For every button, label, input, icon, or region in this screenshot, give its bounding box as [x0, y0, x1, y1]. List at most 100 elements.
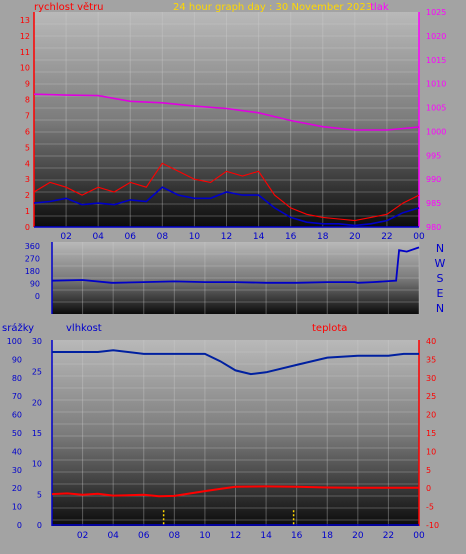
rain-axis: 0 10 20 30 40 50 60 70 80 90 100	[7, 337, 22, 530]
humidity-grid	[51, 340, 420, 526]
x-tick-label: 12	[221, 232, 232, 242]
x-tick-label: 00	[413, 531, 425, 541]
graph-title: 24 hour graph day : 30 November 2023	[173, 2, 372, 13]
temperature-tick-label: 10	[426, 447, 436, 456]
temperature-tick-label: 0	[426, 484, 431, 493]
direction-series	[51, 246, 420, 284]
rain-tick-label: 0	[17, 521, 22, 530]
direction-grid	[51, 242, 420, 314]
rain-tick-label: 90	[12, 355, 22, 364]
temperature-tick-label: 5	[426, 466, 431, 475]
rain-tick-label: 40	[12, 447, 22, 456]
x-tick-label: 22	[381, 232, 392, 242]
rain-tick-label: 30	[12, 466, 22, 475]
humidity-tick-label: 30	[32, 337, 42, 346]
pressure-tick-label: 1010	[426, 80, 446, 89]
x-tick-label: 20	[349, 232, 361, 242]
wind-tick-label: 10	[20, 64, 30, 73]
wind-tick-label: 6	[25, 127, 30, 136]
compass-label: N	[436, 242, 444, 255]
compass-label: W	[435, 257, 446, 270]
rain-tick-label: 70	[12, 392, 22, 401]
direction-plot-area	[52, 242, 419, 314]
humidity-time-axis: 02 04 06 08 10 12 14 16 18 20 22 00	[52, 524, 425, 541]
x-tick-label: 22	[383, 531, 394, 541]
pressure-tick-label: 1025	[426, 8, 446, 17]
temperature-tick-label: -10	[426, 521, 439, 530]
humidity-series	[52, 349, 419, 376]
x-tick-label: 08	[169, 531, 181, 541]
x-tick-label: 14	[260, 531, 272, 541]
wind-time-axis: 02 04 06 08 10 12 14 16 18 20 22 00	[34, 226, 425, 242]
wind-tick-label: 11	[20, 48, 30, 57]
wind-tick-label: 4	[25, 159, 30, 168]
pressure-tick-label: 1005	[426, 104, 446, 113]
compass-label: E	[437, 287, 444, 300]
x-tick-label: 18	[322, 531, 334, 541]
wind-series	[33, 162, 420, 222]
temperature-tick-label: 15	[426, 429, 436, 438]
pressure-tick-label: 1020	[426, 32, 446, 41]
rain-tick-label: 60	[12, 411, 22, 420]
x-tick-label: 16	[285, 232, 297, 242]
rain-tick-label: 10	[12, 503, 22, 512]
wind-tick-label: 12	[20, 32, 30, 41]
x-tick-label: 04	[92, 232, 104, 242]
temperature-tick-label: 30	[426, 374, 436, 383]
wind-tick-label: 1	[25, 207, 30, 216]
wind-tick-label: 13	[20, 16, 30, 25]
x-tick-label: 08	[157, 232, 169, 242]
x-tick-label: 16	[291, 531, 303, 541]
pressure-tick-label: 980	[426, 223, 441, 232]
direction-tick-label: 180	[25, 267, 40, 276]
humidity-tick-label: 5	[37, 490, 42, 499]
rain-tick-label: 50	[12, 429, 22, 438]
humidity-tick-label: 0	[37, 521, 42, 530]
x-tick-label: 10	[189, 232, 201, 242]
x-tick-label: 10	[199, 531, 211, 541]
temperature-tick-label: 20	[426, 411, 436, 420]
pressure-tick-label: 995	[426, 151, 441, 160]
direction-tick-label: 0	[35, 292, 40, 301]
x-tick-label: 06	[125, 232, 137, 242]
gust-series	[33, 186, 420, 227]
wind-tick-label: 3	[25, 175, 30, 184]
wind-tick-label: 5	[25, 143, 30, 152]
temperature-tick-label: 25	[426, 392, 436, 401]
pressure-tick-label: 1000	[426, 127, 446, 136]
compass-label: S	[437, 272, 444, 285]
pressure-series	[33, 93, 420, 131]
x-tick-label: 00	[413, 232, 425, 242]
rain-tick-label: 80	[12, 374, 22, 383]
humidity-tick-label: 10	[32, 460, 42, 469]
wind-plot-area	[34, 12, 419, 227]
x-tick-label: 02	[77, 531, 88, 541]
x-tick-label: 18	[317, 232, 329, 242]
humidity-tick-label: 20	[32, 398, 42, 407]
rain-series	[162, 510, 295, 525]
compass-label: N	[436, 302, 444, 315]
humidity-tick-label: 15	[32, 429, 42, 438]
rain-label: srážky	[2, 322, 34, 334]
temperature-series	[51, 485, 419, 498]
rain-tick-label: 20	[12, 484, 22, 493]
x-tick-label: 04	[107, 531, 119, 541]
pressure-axis: 980 985 990 995 1000 1005 1010 1015 1020 1025	[418, 8, 446, 232]
temperature-tick-label: 40	[426, 337, 436, 346]
temperature-tick-label: 35	[426, 355, 436, 364]
direction-tick-label: 270	[25, 255, 40, 264]
x-tick-label: 20	[352, 531, 364, 541]
pressure-label: tlak	[370, 2, 389, 13]
temperature-axis: -10 -5 0 5 10 15 20 25 30 35 40	[418, 337, 439, 530]
wind-speed-label: rychlost větru	[34, 1, 104, 13]
wind-tick-label: 2	[25, 191, 30, 200]
rain-tick-label: 100	[7, 337, 22, 346]
wind-tick-label: 7	[25, 112, 30, 121]
wind-tick-label: 8	[25, 96, 30, 105]
temperature-label: teplota	[312, 323, 347, 334]
humidity-axis: 0 5 10 15 20 25 30	[32, 337, 53, 530]
pressure-tick-label: 990	[426, 175, 441, 184]
